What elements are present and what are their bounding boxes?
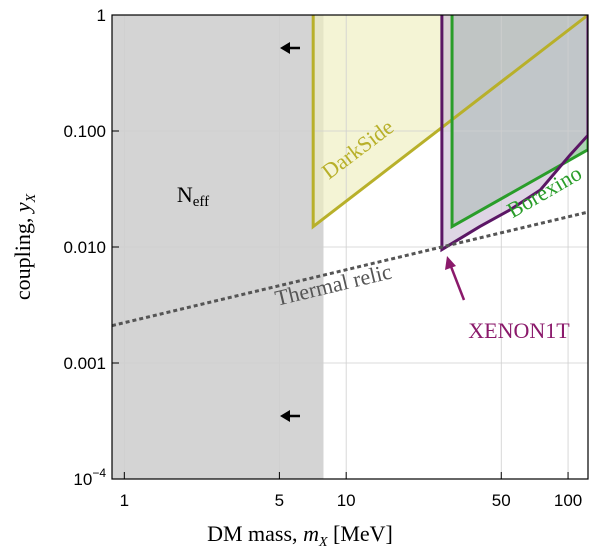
y-tick-label: 0.100 (63, 122, 106, 141)
x-tick-label: 5 (275, 491, 284, 510)
tick-text: 10 (73, 470, 92, 489)
x-tick-label: 10 (337, 491, 356, 510)
plot-frame (111, 14, 589, 480)
y-tick-label: 1 (97, 6, 106, 25)
region-label: XENON1T (468, 318, 570, 343)
tick-exponent: −4 (92, 466, 106, 480)
label-text: N (177, 182, 193, 207)
y-axis-label: coupling, yX (10, 193, 39, 300)
label-text: XENON1T (468, 318, 570, 343)
y-tick-label: 0.001 (63, 354, 106, 373)
y-label-part: y (10, 202, 35, 214)
y-tick-label: 0.010 (63, 238, 106, 257)
y-tick-label: 10−4 (73, 466, 106, 489)
x-label-part: DM mass, (207, 521, 303, 546)
x-tick-label: 100 (554, 491, 582, 510)
arrow (280, 410, 300, 422)
x-label-part: X (318, 535, 328, 549)
line (112, 210, 588, 328)
label-subscript: eff (193, 194, 209, 210)
region-boundary (450, 15, 588, 230)
tick-text: 0.100 (63, 122, 106, 141)
x-axis-label: DM mass, mX [MeV] (207, 521, 393, 549)
region (441, 15, 588, 250)
x-label-part: m (303, 521, 319, 546)
tick-text: 0.010 (63, 238, 106, 257)
region-label: Neff (177, 182, 209, 210)
tick-text: 0.001 (63, 354, 106, 373)
boundaries (112, 15, 588, 328)
x-tick-label: 1 (120, 491, 129, 510)
arrow (280, 42, 300, 54)
x-tick-label: 50 (492, 491, 511, 510)
y-label-part: coupling, (10, 212, 35, 300)
xenon-arrow (445, 256, 466, 301)
tick-text: 1 (97, 6, 106, 25)
region-boundary (311, 15, 588, 230)
y-label-part: X (24, 193, 39, 203)
x-label-part: [MeV] (328, 521, 393, 546)
